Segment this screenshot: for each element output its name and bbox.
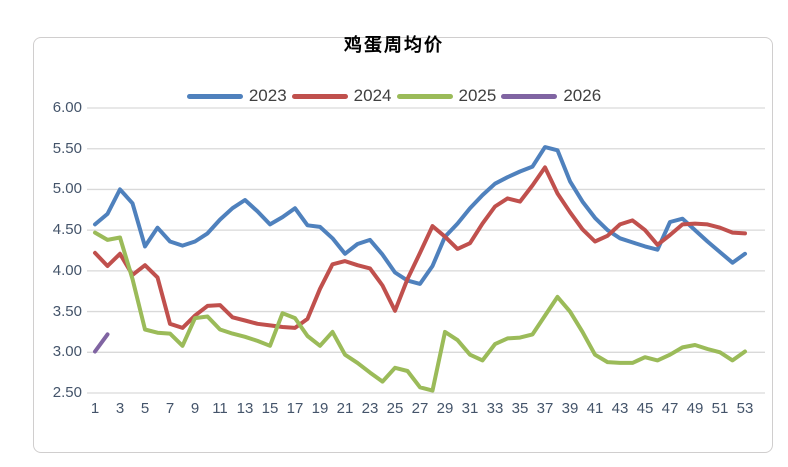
series-line-2026	[93, 332, 110, 354]
x-axis-label: 23	[361, 400, 379, 417]
y-axis-label: 3.50	[52, 302, 82, 320]
legend-swatch-2025	[396, 93, 453, 99]
series-line-2025	[93, 230, 747, 393]
x-axis-label: 35	[511, 400, 529, 417]
x-axis-label: 21	[336, 400, 354, 417]
y-axis-label: 5.00	[52, 180, 82, 198]
series-line-2023	[93, 145, 747, 286]
x-axis-label: 29	[436, 400, 454, 417]
y-axis-label: 3.00	[52, 343, 82, 361]
x-axis-label: 47	[661, 400, 679, 417]
x-axis-label: 3	[115, 400, 125, 417]
x-axis-label: 13	[236, 400, 254, 417]
x-axis-label: 31	[461, 400, 479, 417]
legend-item-2023: 2023	[186, 86, 287, 106]
series-line-2024	[93, 165, 747, 330]
legend-label-2024: 2024	[353, 86, 392, 105]
y-axis-label: 6.00	[52, 99, 82, 116]
legend-label-2026: 2026	[563, 86, 602, 105]
x-axis-label: 37	[536, 400, 554, 417]
legend-swatch-2023	[186, 93, 243, 99]
legend-swatch-2024	[291, 93, 348, 99]
legend-label-2025: 2025	[458, 86, 497, 105]
x-axis-label: 41	[586, 400, 604, 417]
y-axis-label: 2.50	[52, 384, 82, 401]
legend-item-2024: 2024	[291, 86, 392, 106]
x-axis-label: 27	[411, 400, 429, 417]
legend-item-2026: 2026	[501, 86, 601, 106]
chart-title: 鸡蛋周均价	[344, 35, 444, 56]
x-axis-label: 9	[190, 400, 200, 417]
x-axis-label: 45	[636, 400, 654, 417]
x-axis-label: 11	[212, 400, 228, 417]
y-axis-label: 5.50	[52, 139, 82, 157]
x-axis-label: 39	[561, 400, 579, 417]
x-axis-label: 19	[311, 400, 329, 417]
x-axis-label: 51	[711, 400, 729, 417]
x-axis-label: 15	[261, 400, 279, 417]
legend-label-2023: 2023	[248, 86, 287, 105]
y-axis-label: 4.50	[52, 221, 82, 239]
legend-item-2025: 2025	[396, 86, 497, 106]
x-axis-label: 25	[386, 400, 404, 417]
x-axis-label: 43	[611, 400, 629, 417]
y-axis-label: 4.00	[52, 261, 82, 279]
x-axis-label: 49	[686, 400, 704, 417]
x-axis-label: 33	[486, 400, 504, 417]
chart-legend: 2023 2024 2025 2026	[0, 86, 788, 106]
x-axis-label: 5	[140, 400, 150, 417]
chart-frame	[33, 37, 773, 453]
x-axis-label: 17	[286, 400, 304, 417]
legend-swatch-2026	[501, 93, 558, 99]
x-axis-label: 1	[90, 400, 100, 417]
x-axis-label: 53	[736, 400, 754, 417]
x-axis-label: 7	[165, 400, 175, 417]
